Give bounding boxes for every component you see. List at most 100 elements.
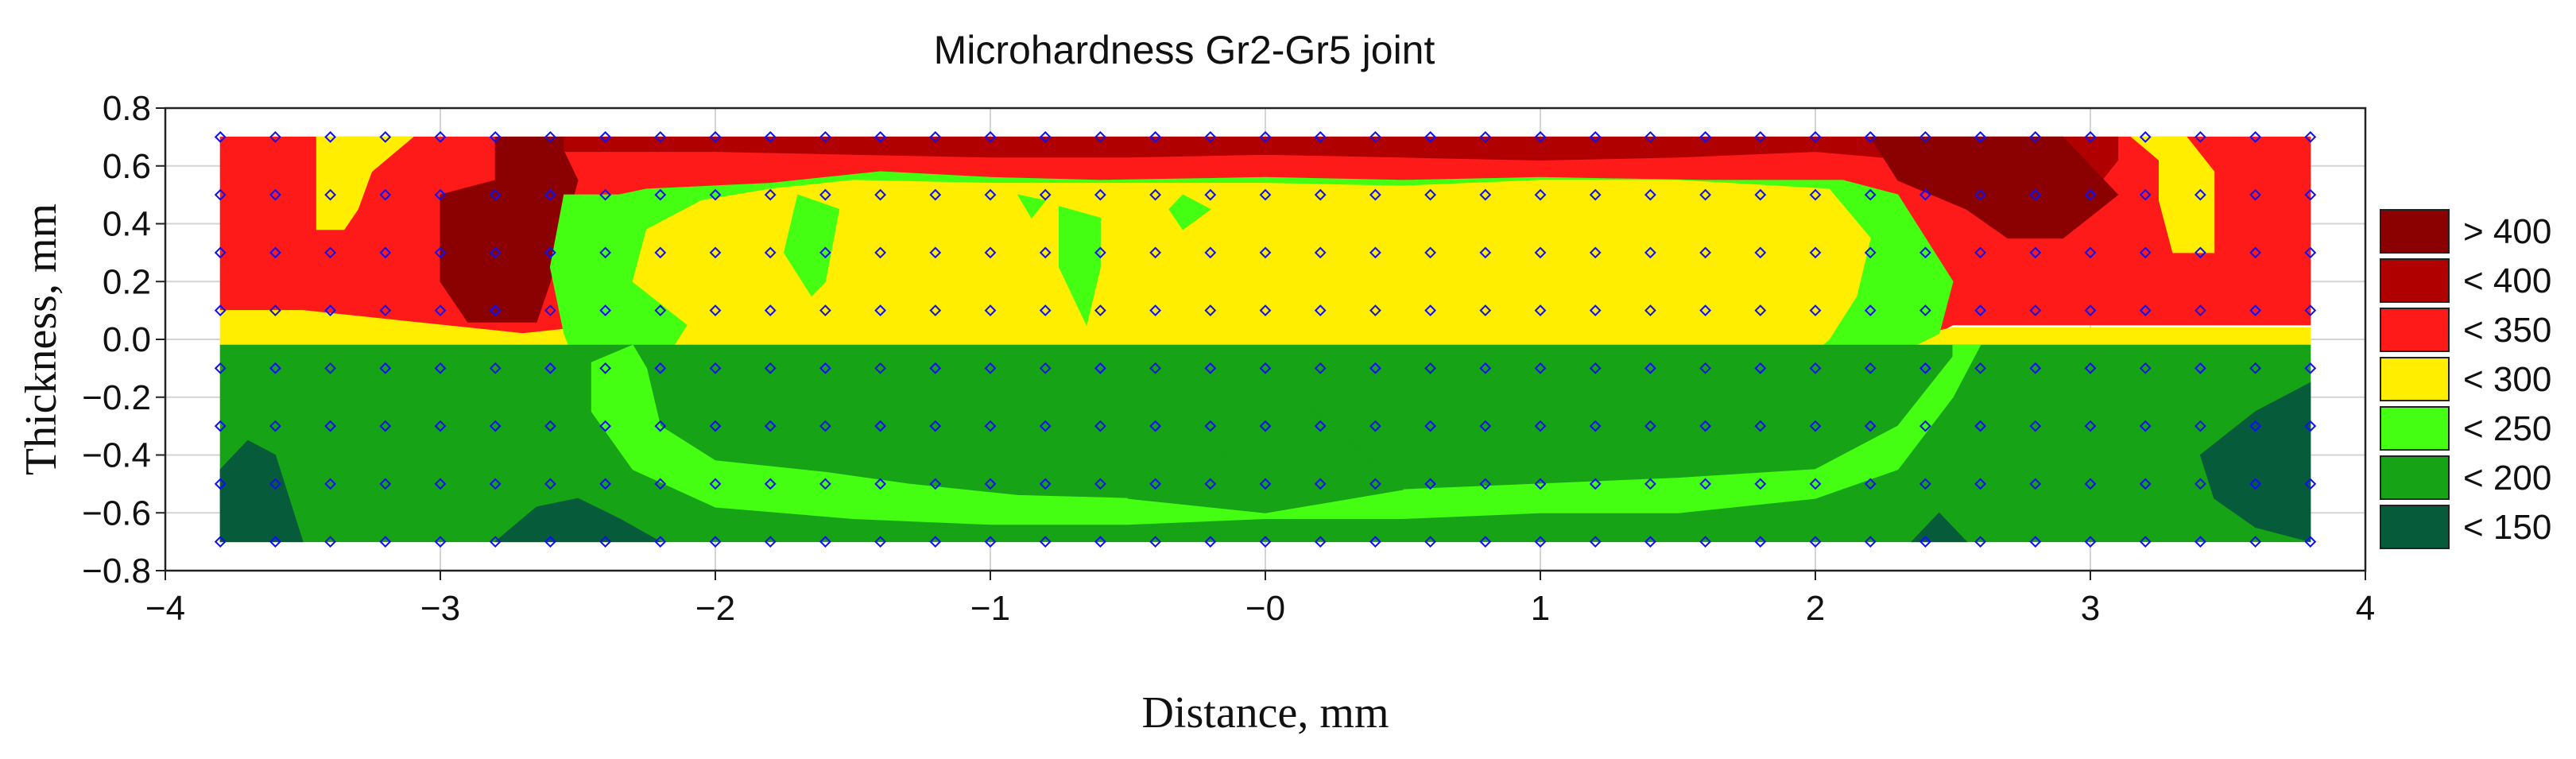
measurement-point [269,420,281,432]
measurement-point [324,362,337,374]
measurement-point [2139,362,2152,374]
legend-swatch [2380,406,2450,451]
contour-regions [219,136,2311,543]
measurement-point [1589,188,1602,201]
measurement-point [1809,246,1822,259]
measurement-point [1424,536,1437,548]
measurement-point [1094,188,1106,201]
measurement-point [324,188,337,201]
measurement-point [379,478,392,490]
measurement-point [984,246,997,259]
measurement-point [874,536,887,548]
measurement-point [544,188,556,201]
measurement-point [1864,188,1877,201]
measurement-point [1424,246,1437,259]
measurement-point [1259,246,1272,259]
measurement-point [1589,420,1602,432]
legend: > 400 < 400 < 350 < 300 < 250 < 200 < 150 [2380,209,2551,549]
measurement-point [1919,304,1931,317]
measurement-point [1314,478,1327,490]
measurement-point [819,536,831,548]
measurement-point [819,478,831,490]
measurement-point [929,536,942,548]
measurement-point [654,188,667,201]
measurement-point [1534,130,1547,143]
measurement-point [1919,130,1931,143]
x-tick-label: −4 [145,589,185,628]
measurement-points [214,130,2317,548]
measurement-point [2304,536,2317,548]
measurement-point [1259,536,1272,548]
measurement-point [1809,536,1822,548]
measurement-point [1534,536,1547,548]
measurement-point [1479,304,1492,317]
measurement-point [709,362,722,374]
measurement-point [544,478,556,490]
y-tick-label: 0.6 [103,147,151,186]
measurement-point [1369,362,1381,374]
measurement-point [2249,304,2262,317]
measurement-point [1424,420,1437,432]
measurement-point [269,188,281,201]
measurement-point [1919,362,1931,374]
legend-label: < 150 [2463,508,2551,547]
measurement-point [1259,420,1272,432]
legend-swatch [2380,357,2450,401]
measurement-point [1204,478,1217,490]
measurement-point [489,362,502,374]
measurement-point [1699,304,1712,317]
measurement-point [1424,362,1437,374]
legend-label: < 250 [2463,409,2551,448]
measurement-point [2304,362,2317,374]
measurement-point [2029,130,2042,143]
measurement-point [709,420,722,432]
measurement-point [1644,304,1656,317]
measurement-point [2029,188,2042,201]
measurement-point [544,246,556,259]
measurement-point [324,246,337,259]
measurement-point [2139,246,2152,259]
measurement-point [1204,420,1217,432]
measurement-point [874,130,887,143]
measurement-point [1644,420,1656,432]
measurement-point [1424,130,1437,143]
measurement-point [269,130,281,143]
measurement-point [214,188,227,201]
measurement-point [214,536,227,548]
measurement-point [489,130,502,143]
measurement-point [599,362,612,374]
y-tick-label: 0.4 [103,205,151,244]
measurement-point [2084,188,2097,201]
measurement-point [489,478,502,490]
measurement-point [2249,478,2262,490]
measurement-point [1369,304,1381,317]
measurement-point [2084,362,2097,374]
measurement-point [2029,478,2042,490]
legend-swatch [2380,209,2450,254]
measurement-point [2029,420,2042,432]
measurement-point [819,304,831,317]
measurement-point [764,478,777,490]
measurement-point [1204,304,1217,317]
measurement-point [1039,362,1052,374]
measurement-point [1479,246,1492,259]
measurement-point [1259,362,1272,374]
measurement-point [764,304,777,317]
measurement-point [214,478,227,490]
measurement-point [1754,536,1767,548]
measurement-point [1864,420,1877,432]
measurement-point [1259,188,1272,201]
x-axis-label: Distance, mm [1141,688,1389,738]
measurement-point [929,304,942,317]
measurement-point [1534,362,1547,374]
measurement-point [434,188,447,201]
measurement-point [984,188,997,201]
measurement-point [1974,536,1987,548]
contour-region [564,136,2119,196]
measurement-point [654,420,667,432]
measurement-point [1149,246,1162,259]
measurement-point [2304,130,2317,143]
measurement-point [1094,130,1106,143]
measurement-point [709,304,722,317]
measurement-point [1369,420,1381,432]
